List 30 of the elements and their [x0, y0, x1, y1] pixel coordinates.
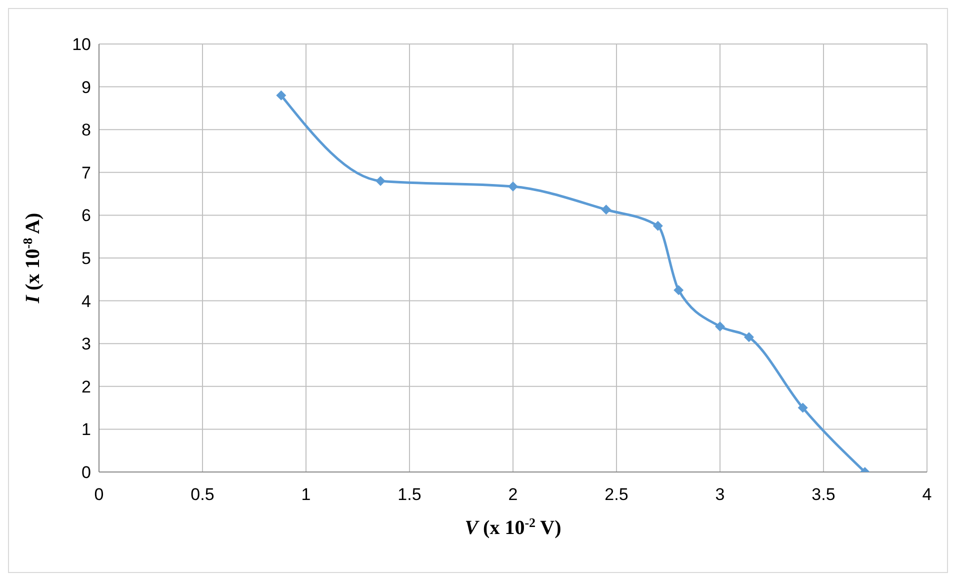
y-tick-label: 3 — [82, 334, 91, 354]
y-tick-label: 7 — [82, 163, 91, 182]
y-tick-label: 0 — [82, 463, 91, 482]
x-tick-label: 4 — [922, 485, 932, 504]
point — [674, 285, 684, 296]
point — [601, 204, 612, 215]
y-tick-label: 2 — [82, 377, 91, 396]
x-tick-label: 1 — [301, 485, 311, 504]
point — [508, 182, 518, 192]
y-tick-label: 10 — [72, 35, 91, 54]
point — [744, 332, 754, 342]
y-tick-label: 9 — [82, 78, 91, 97]
point — [276, 90, 286, 100]
x-tick-label: 2.5 — [604, 485, 628, 504]
y-tick-label: 1 — [82, 420, 91, 440]
x-tick-label: 0 — [94, 485, 104, 504]
y-tick-label: 5 — [82, 249, 91, 268]
x-tick-label: 3.5 — [812, 485, 836, 504]
y-tick-label: 4 — [82, 292, 91, 311]
point — [376, 176, 386, 186]
point — [798, 402, 808, 413]
x-tick-label: 3 — [715, 485, 725, 504]
point — [715, 321, 725, 332]
x-tick-label: 0.5 — [190, 485, 214, 504]
x-axis-title: V (x 10$^{-2}$ V) — [464, 514, 562, 539]
x-tick-label: 2 — [508, 485, 518, 504]
point — [652, 220, 663, 231]
y-tick-label: 8 — [82, 120, 91, 140]
x-tick-label: 1.5 — [398, 485, 422, 504]
y-tick-label: 6 — [82, 206, 91, 226]
